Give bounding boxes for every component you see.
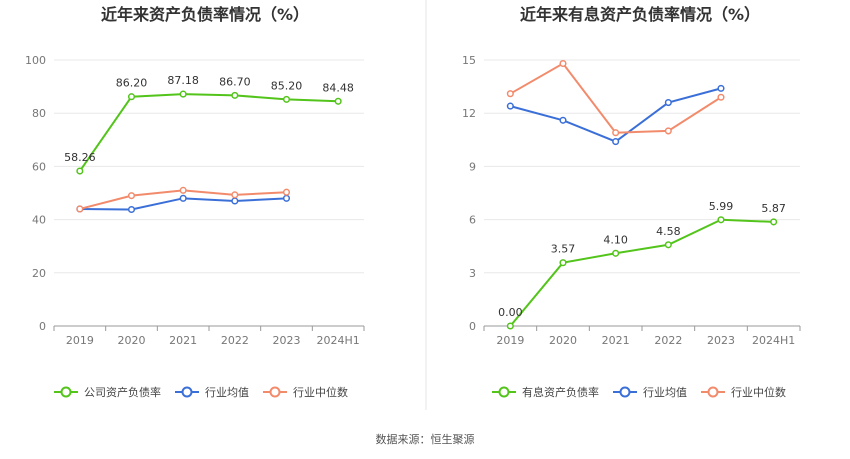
data-point	[179, 194, 187, 202]
legend-label: 行业中位数	[293, 385, 348, 399]
x-tick-label: 2023	[273, 334, 301, 347]
data-label: 84.48	[322, 81, 354, 94]
y-tick-label: 3	[469, 267, 476, 280]
legend: 公司资产负债率 行业均值 行业中位数	[54, 385, 348, 399]
y-tick-label: 40	[32, 214, 46, 227]
series-line	[509, 62, 722, 134]
data-point	[334, 97, 342, 105]
data-point	[664, 241, 672, 249]
data-source-note: 数据来源：恒生聚源	[376, 432, 475, 446]
y-tick-label: 9	[469, 160, 476, 173]
data-point	[127, 205, 136, 214]
y-tick-label: 6	[469, 214, 476, 227]
data-point	[664, 99, 672, 107]
data-point	[76, 167, 84, 175]
y-tick-label: 12	[462, 107, 476, 120]
y-tick-label: 100	[25, 54, 46, 67]
data-point	[612, 249, 620, 257]
data-point	[282, 95, 291, 103]
data-point	[506, 322, 514, 330]
data-point	[770, 218, 778, 226]
series-1: 0.00 3.57 4.10 4.58 5.99 5.87	[498, 200, 786, 330]
data-point	[231, 197, 239, 205]
data-point	[612, 138, 620, 146]
data-label: 86.20	[116, 77, 148, 90]
chart-title: 近年来有息资产负债率情况（%）	[520, 5, 760, 24]
y-tick-label: 0	[469, 320, 476, 333]
x-tick-label: 2022	[221, 334, 249, 347]
data-label: 4.10	[603, 233, 628, 246]
legend-label: 行业中位数	[731, 385, 786, 399]
x-tick-label: 2020	[118, 334, 146, 347]
x-tick-label: 2024H1	[317, 334, 360, 347]
data-point	[127, 192, 136, 200]
legend-swatch-marker	[181, 386, 193, 398]
data-point	[282, 188, 291, 196]
data-point	[179, 186, 187, 194]
series-2	[76, 194, 291, 214]
series-line	[509, 218, 774, 327]
data-point	[506, 90, 514, 98]
legend-label: 公司资产负债率	[84, 385, 161, 399]
data-label: 3.57	[551, 243, 576, 256]
chart-panel-1: 近年来资产负债率情况（%） 0 20 40 60 80 100 2019 2020 2021 202…	[25, 5, 365, 399]
data-label: 58.26	[64, 151, 96, 164]
y-tick-label: 80	[32, 107, 46, 120]
series-line	[79, 93, 339, 172]
data-point	[717, 93, 725, 101]
data-point	[664, 127, 672, 135]
x-tick-label: 2019	[66, 334, 94, 347]
series-3	[76, 186, 291, 213]
x-tick-label: 2021	[602, 334, 630, 347]
data-point	[127, 93, 136, 101]
legend-label: 有息资产负债率	[522, 385, 599, 399]
data-label: 4.58	[656, 225, 681, 238]
data-point	[231, 191, 239, 199]
legend-swatch-marker	[60, 386, 72, 398]
legend-swatch-marker	[498, 386, 510, 398]
data-point	[717, 84, 725, 92]
data-point	[231, 91, 239, 99]
data-label: 0.00	[498, 306, 523, 319]
x-tick-label: 2023	[707, 334, 735, 347]
x-tick-label: 2021	[169, 334, 197, 347]
data-point	[76, 205, 84, 213]
data-point	[282, 194, 291, 202]
legend-label: 行业均值	[643, 386, 687, 399]
legend-swatch-marker	[269, 386, 281, 398]
legend-swatch-marker	[707, 386, 719, 398]
legend-label: 行业均值	[205, 386, 249, 399]
legend: 有息资产负债率 行业均值 行业中位数	[492, 385, 786, 399]
data-point	[559, 59, 567, 68]
x-tick-label: 2022	[654, 334, 682, 347]
y-tick-label: 60	[32, 160, 46, 173]
series-1: 58.26 86.20 87.18 86.70 85.20 84.48	[64, 74, 354, 175]
data-point	[179, 90, 187, 98]
y-tick-label: 20	[32, 267, 46, 280]
data-label: 87.18	[167, 74, 199, 87]
chart-title: 近年来资产负债率情况（%）	[101, 5, 309, 24]
data-point	[612, 129, 620, 137]
series-3	[506, 59, 725, 137]
x-tick-label: 2024H1	[752, 334, 795, 347]
y-tick-label: 15	[462, 54, 476, 67]
data-label: 5.99	[709, 200, 734, 213]
chart-panel-2: 近年来有息资产负债率情况（%） 0 3 6 9 12 15 2019 2020 2021 2022 2…	[462, 5, 801, 399]
x-tick-label: 2020	[549, 334, 577, 347]
data-point	[506, 102, 514, 110]
data-point	[559, 116, 567, 124]
data-point	[717, 216, 725, 224]
x-tick-label: 2019	[496, 334, 524, 347]
series-2	[506, 84, 725, 146]
data-label: 5.87	[761, 202, 786, 215]
y-tick-label: 0	[39, 320, 46, 333]
data-label: 85.20	[271, 79, 303, 92]
legend-swatch-marker	[619, 386, 631, 398]
data-label: 86.70	[219, 75, 251, 88]
data-point	[559, 259, 567, 267]
